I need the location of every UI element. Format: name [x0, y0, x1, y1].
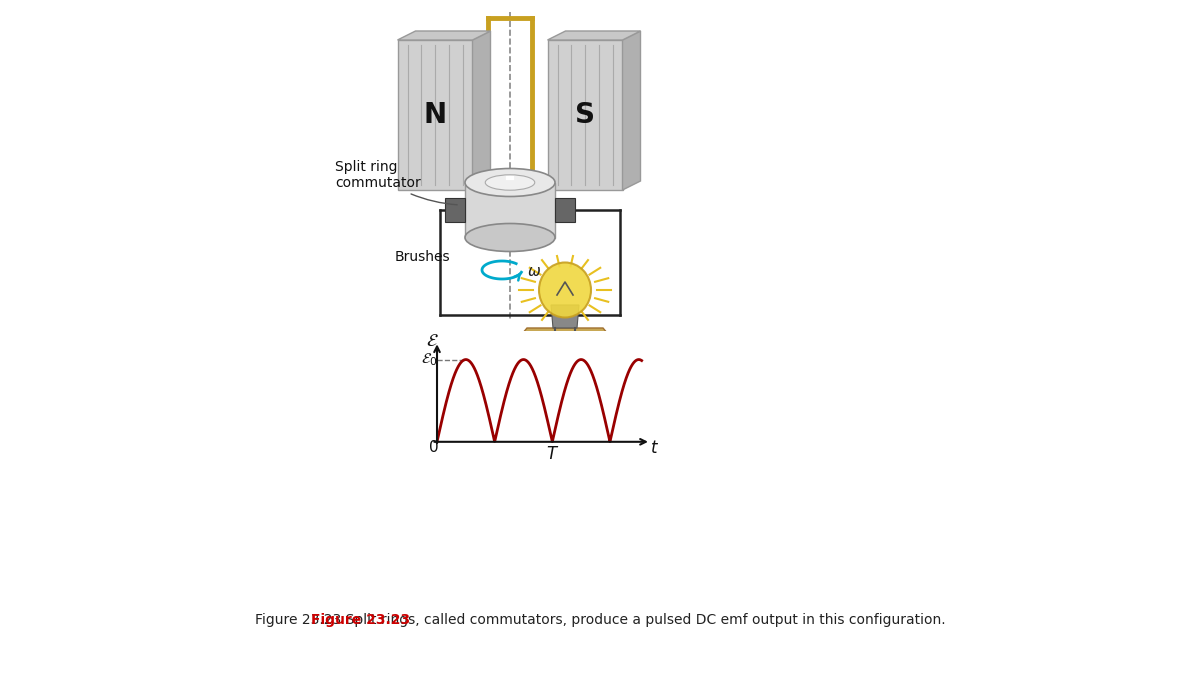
Text: N: N [424, 101, 446, 129]
Ellipse shape [466, 223, 554, 252]
Polygon shape [397, 40, 473, 190]
Text: $T$: $T$ [546, 445, 559, 463]
Text: Figure 23.23 Split rings, called commutators, produce a pulsed DC emf output in : Figure 23.23 Split rings, called commuta… [254, 613, 946, 627]
Polygon shape [547, 31, 641, 40]
Polygon shape [466, 182, 554, 238]
Polygon shape [547, 40, 623, 190]
Polygon shape [551, 305, 580, 328]
Polygon shape [397, 31, 491, 40]
Polygon shape [623, 31, 641, 190]
Text: 0: 0 [428, 440, 438, 455]
Text: S: S [575, 101, 595, 129]
Polygon shape [517, 328, 613, 340]
Ellipse shape [539, 263, 592, 317]
Text: Figure 23.23: Figure 23.23 [311, 613, 410, 627]
Polygon shape [445, 198, 466, 222]
Text: $t$: $t$ [650, 439, 659, 456]
Ellipse shape [485, 175, 535, 190]
Text: Brushes: Brushes [395, 250, 450, 264]
Text: $\mathcal{E}$: $\mathcal{E}$ [426, 333, 439, 350]
Ellipse shape [466, 169, 554, 196]
Polygon shape [554, 198, 575, 222]
Polygon shape [473, 31, 491, 190]
Text: Split ring
commutator: Split ring commutator [335, 160, 457, 205]
Text: $\omega$: $\omega$ [527, 265, 541, 279]
Text: $\mathcal{E}_0$: $\mathcal{E}_0$ [421, 351, 438, 368]
